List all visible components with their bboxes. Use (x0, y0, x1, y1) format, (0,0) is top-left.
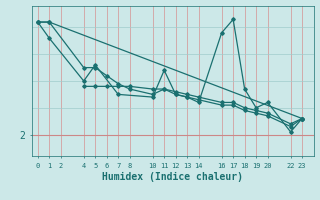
X-axis label: Humidex (Indice chaleur): Humidex (Indice chaleur) (102, 172, 243, 182)
